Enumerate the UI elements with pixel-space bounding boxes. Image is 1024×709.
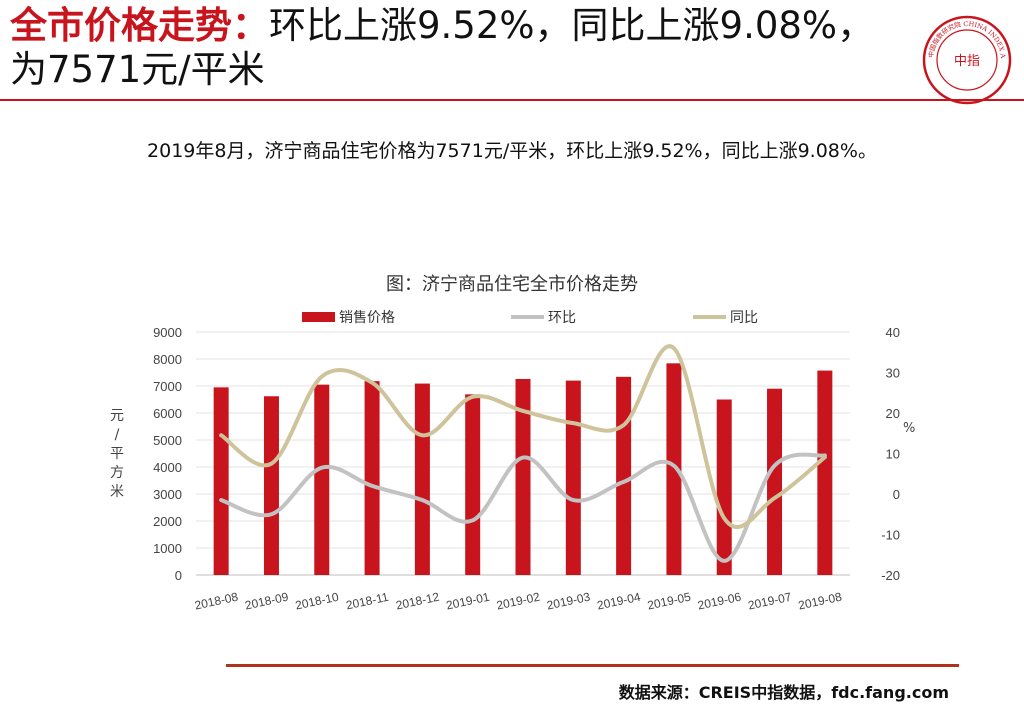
price-bar: [364, 381, 380, 575]
mom-line: [219, 452, 827, 563]
price-bar: [213, 387, 229, 575]
legend-label: 环比: [548, 310, 576, 326]
x-tick-label: 2019-02: [495, 590, 541, 613]
y-tick-left: 7000: [153, 379, 182, 394]
x-tick-label: 2019-08: [797, 590, 843, 613]
y-tick-left: 1000: [153, 541, 182, 556]
title-highlight: 全市价格走势：: [10, 4, 269, 47]
x-tick-label: 2019-06: [696, 590, 742, 613]
x-tick-label: 2018-08: [193, 590, 239, 613]
price-bar: [414, 383, 430, 575]
x-tick-label: 2019-05: [646, 590, 692, 613]
price-bar: [616, 376, 632, 575]
y-tick-right: 10: [886, 447, 900, 462]
y-tick-left: 0: [175, 568, 182, 583]
price-bar: [716, 399, 732, 575]
yoy-line: [219, 344, 827, 529]
price-bar: [767, 388, 783, 575]
y-tick-left: 6000: [153, 406, 182, 421]
y-tick-right: -20: [881, 568, 900, 583]
y-tick-right: -10: [881, 528, 900, 543]
x-tick-label: 2018-09: [244, 590, 290, 613]
price-bar: [565, 380, 581, 575]
price-bar: [263, 396, 279, 575]
x-tick-label: 2018-12: [395, 590, 441, 613]
y-axis-label-right: %: [903, 421, 916, 436]
x-tick-label: 2019-01: [445, 590, 491, 613]
price-bar: [666, 363, 682, 575]
price-bar: [465, 394, 481, 575]
y-tick-left: 4000: [153, 460, 182, 475]
header-divider: [0, 99, 1024, 101]
y-tick-left: 3000: [153, 487, 182, 502]
legend-label: 销售价格: [339, 310, 395, 326]
y-tick-right: 40: [886, 325, 900, 340]
x-tick-label: 2018-10: [294, 590, 340, 613]
logo: 中国指数研究院 CHINA INDEX ACADEMY 中指: [921, 14, 1012, 105]
price-bar: [314, 384, 330, 575]
y-tick-right: 20: [886, 406, 900, 421]
y-tick-left: 8000: [153, 352, 182, 367]
y-tick-left: 2000: [153, 514, 182, 529]
y-tick-left: 9000: [153, 325, 182, 340]
legend-swatch-price: [302, 312, 335, 322]
legend-label: 同比: [730, 310, 758, 326]
footer-divider: [226, 664, 959, 667]
y-tick-left: 5000: [153, 433, 182, 448]
x-tick-label: 2019-04: [596, 590, 642, 613]
data-source: 数据来源：CREIS中指数据，fdc.fang.com: [618, 683, 949, 702]
price-bar: [817, 370, 833, 575]
y-tick-right: 30: [886, 366, 900, 381]
page-title: 全市价格走势：环比上涨9.52%，同比上涨9.08%，为7571元/平米: [10, 4, 910, 92]
price-bar: [515, 378, 531, 575]
y-axis-label-left: 元 / 平方米: [110, 408, 124, 500]
chart-title: 图：济宁商品住宅全市价格走势: [386, 274, 638, 295]
logo-center: 中指: [954, 54, 980, 69]
y-tick-right: 0: [893, 487, 900, 502]
title-rest: 环比上涨9.52%，同比上涨9.08%，为7571元/平米: [10, 4, 875, 91]
summary-text: 2019年8月，济宁商品住宅价格为7571元/平米，环比上涨9.52%，同比上涨…: [147, 140, 877, 162]
x-tick-label: 2018-11: [345, 590, 390, 613]
x-tick-label: 2019-03: [545, 590, 591, 613]
x-tick-label: 2019-07: [747, 590, 793, 613]
